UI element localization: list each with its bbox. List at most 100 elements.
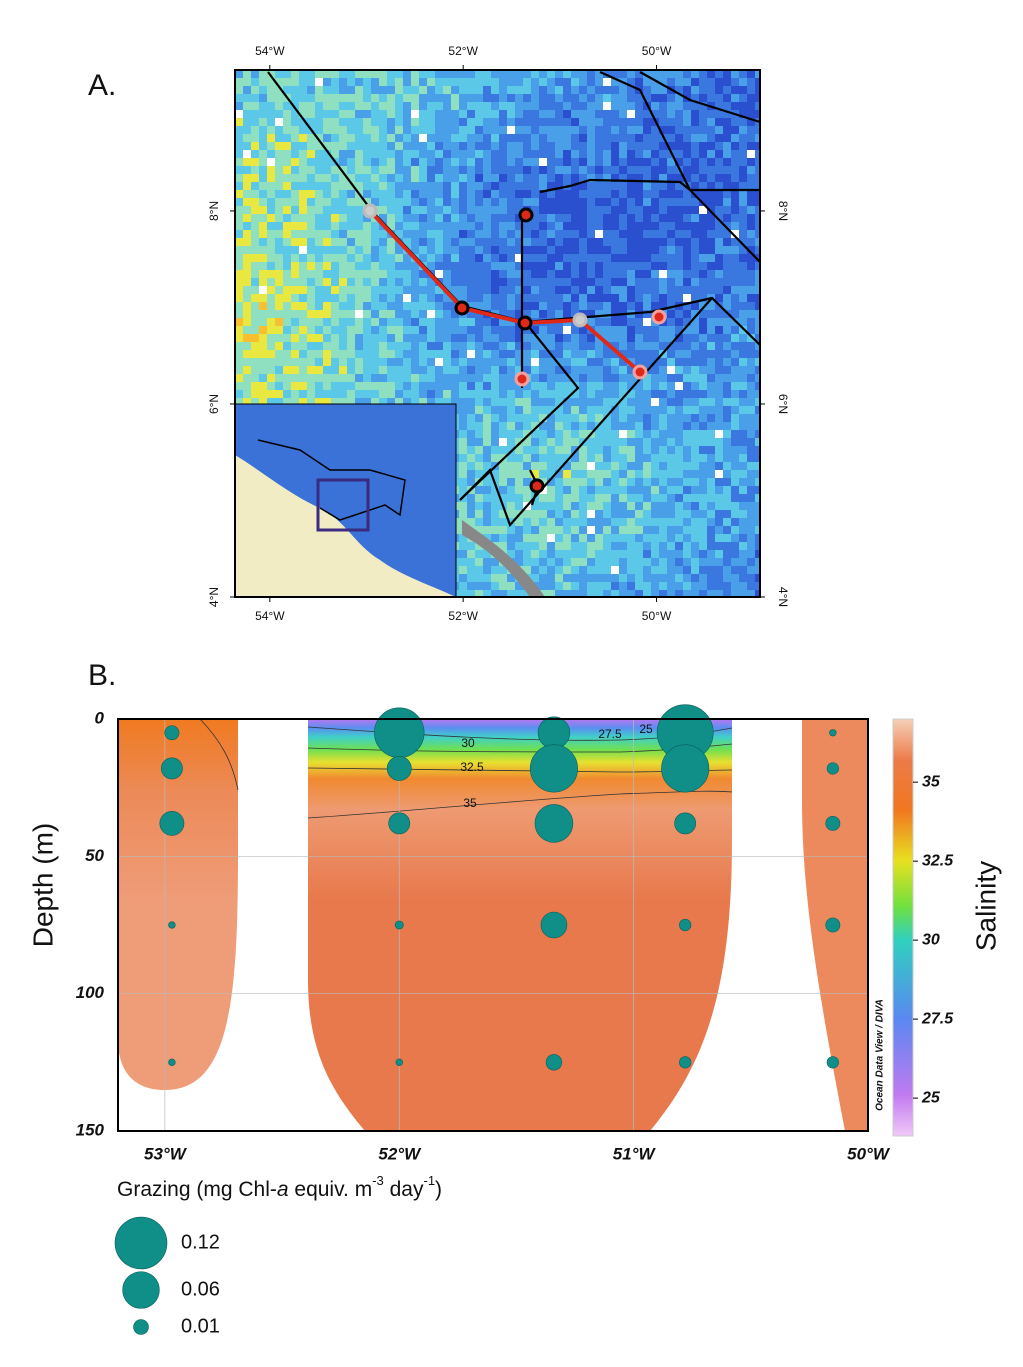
map-pixel	[491, 70, 499, 78]
map-pixel	[347, 222, 355, 230]
map-pixel	[275, 342, 283, 350]
map-pixel	[739, 406, 747, 414]
map-pixel	[499, 150, 507, 158]
map-pixel	[523, 230, 531, 238]
map-pixel	[307, 150, 315, 158]
map-pixel	[691, 558, 699, 566]
map-pixel	[699, 246, 707, 254]
map-pixel	[403, 206, 411, 214]
map-pixel	[427, 254, 435, 262]
map-pixel	[723, 78, 731, 86]
map-pixel	[587, 206, 595, 214]
map-pixel	[347, 94, 355, 102]
map-pixel	[371, 142, 379, 150]
map-pixel	[715, 126, 723, 134]
map-pixel	[507, 470, 515, 478]
map-pixel	[427, 342, 435, 350]
map-pixel	[331, 174, 339, 182]
map-pixel	[531, 286, 539, 294]
map-pixel	[307, 302, 315, 310]
map-pixel	[427, 126, 435, 134]
map-pixel	[739, 278, 747, 286]
map-pixel	[571, 94, 579, 102]
map-pixel	[619, 190, 627, 198]
map-pixel	[331, 286, 339, 294]
map-pixel	[635, 462, 643, 470]
map-pixel	[531, 374, 539, 382]
map-pixel	[507, 430, 515, 438]
map-pixel	[731, 582, 739, 590]
map-pixel	[563, 558, 571, 566]
map-pixel	[643, 158, 651, 166]
map-pixel	[627, 510, 635, 518]
map-pixel	[667, 494, 675, 502]
map-pixel	[659, 558, 667, 566]
map-pixel	[403, 390, 411, 398]
map-pixel	[259, 86, 267, 94]
map-pixel	[715, 238, 723, 246]
map-pixel	[483, 430, 491, 438]
map-pixel	[243, 270, 251, 278]
map-pixel	[683, 494, 691, 502]
map-pixel	[475, 382, 483, 390]
map-pixel	[587, 454, 595, 462]
map-pixel	[419, 102, 427, 110]
map-pixel	[283, 70, 291, 78]
map-pixel	[371, 254, 379, 262]
map-pixel	[315, 310, 323, 318]
map-pixel	[243, 310, 251, 318]
map-pixel	[731, 198, 739, 206]
map-pixel	[323, 78, 331, 86]
y-tick-label: 0	[95, 708, 105, 727]
map-pixel	[443, 174, 451, 182]
map-pixel	[291, 78, 299, 86]
map-pixel	[643, 398, 651, 406]
map-pixel	[467, 510, 475, 518]
map-pixel	[395, 342, 403, 350]
map-pixel	[387, 382, 395, 390]
map-pixel	[523, 518, 531, 526]
map-pixel	[739, 382, 747, 390]
map-pixel	[731, 270, 739, 278]
map-pixel	[475, 86, 483, 94]
map-pixel	[715, 86, 723, 94]
map-pixel	[355, 238, 363, 246]
map-pixel	[475, 198, 483, 206]
map-pixel	[723, 174, 731, 182]
map-pixel	[611, 302, 619, 310]
map-pixel	[475, 126, 483, 134]
map-pixel	[283, 166, 291, 174]
map-pixel	[731, 422, 739, 430]
map-pixel	[667, 366, 675, 374]
map-pixel	[627, 566, 635, 574]
map-pixel	[683, 398, 691, 406]
map-pixel	[427, 118, 435, 126]
map-pixel	[267, 318, 275, 326]
map-pixel	[499, 270, 507, 278]
map-pixel	[499, 438, 507, 446]
map-pixel	[651, 542, 659, 550]
map-pixel	[667, 262, 675, 270]
map-pixel	[299, 270, 307, 278]
map-pixel	[747, 278, 755, 286]
map-pixel	[603, 270, 611, 278]
map-pixel	[243, 262, 251, 270]
map-pixel	[259, 382, 267, 390]
map-pixel	[739, 166, 747, 174]
map-pixel	[243, 134, 251, 142]
map-pixel	[315, 78, 323, 86]
map-pixel	[539, 358, 547, 366]
map-pixel	[475, 246, 483, 254]
map-pixel	[355, 158, 363, 166]
map-pixel	[427, 382, 435, 390]
map-pixel	[747, 206, 755, 214]
map-pixel	[747, 214, 755, 222]
map-pixel	[363, 230, 371, 238]
map-pixel	[347, 262, 355, 270]
y-tick-label: 50	[85, 846, 104, 865]
map-pixel	[235, 174, 243, 182]
map-pixel	[691, 246, 699, 254]
map-pixel	[251, 318, 259, 326]
map-pixel	[523, 390, 531, 398]
map-pixel	[563, 406, 571, 414]
